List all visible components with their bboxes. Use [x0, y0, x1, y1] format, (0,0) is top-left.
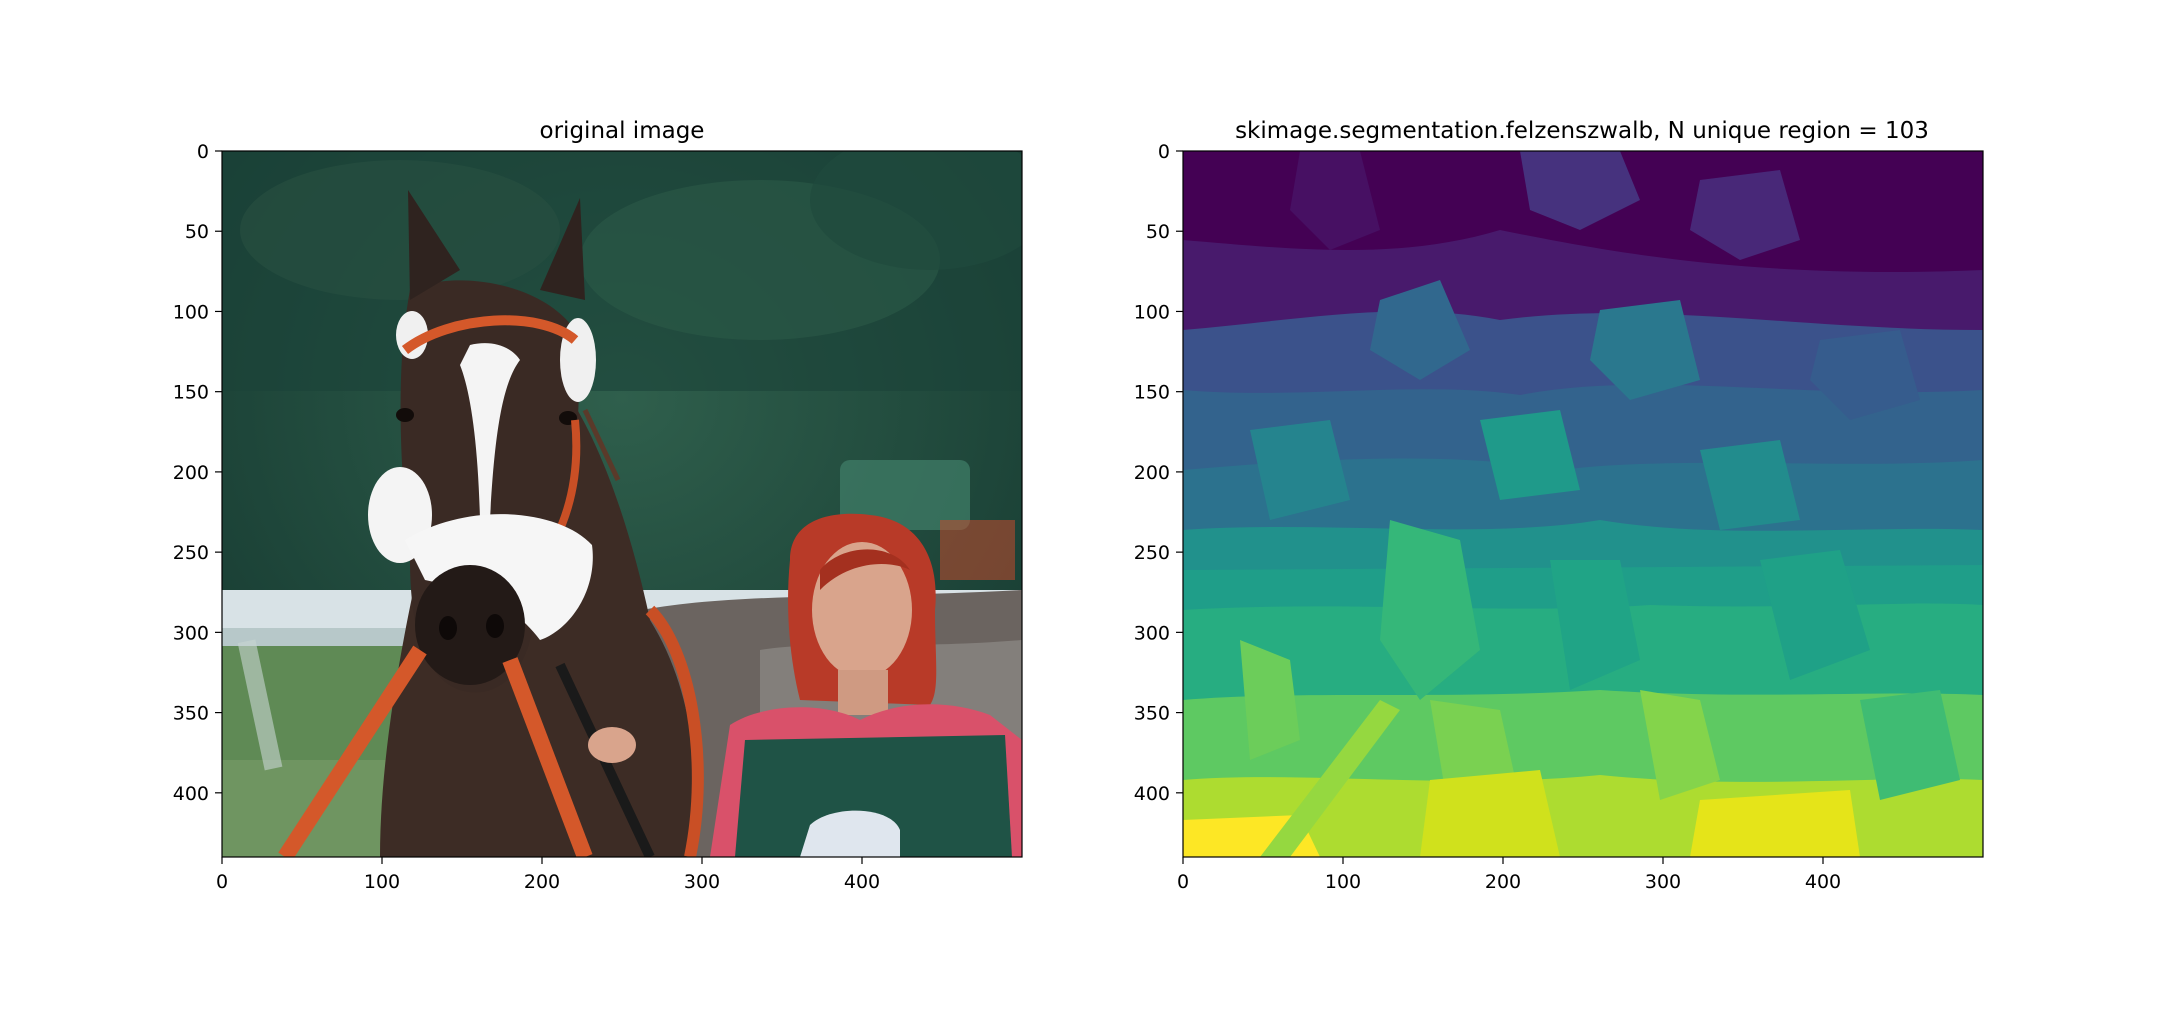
y-tick-label: 0: [197, 141, 209, 163]
x-tick-label: 0: [216, 871, 228, 893]
y-tick-label: 300: [173, 622, 209, 644]
y-tick-label: 300: [1134, 622, 1170, 644]
x-tick-label: 200: [524, 871, 560, 893]
segmentation-title: skimage.segmentation.felzenszwalb, N uni…: [1235, 118, 1929, 144]
axes-frame: [1182, 150, 1984, 858]
y-tick-label: 250: [173, 542, 209, 564]
y-tick-label: 50: [1146, 221, 1170, 243]
x-tick-label: 200: [1485, 871, 1521, 893]
x-tick-label: 300: [1645, 871, 1681, 893]
y-tick-label: 400: [1134, 783, 1170, 805]
right-axes: 0 100 200 300 400 0 50 100 150 200 250 300 350 400: [1134, 141, 1984, 893]
x-tick-label: 400: [1805, 871, 1841, 893]
left-axes: 0 100 200 300 400 0 50 100 150 200 250 300 350 400: [173, 141, 1023, 893]
y-tick-label: 350: [1134, 703, 1170, 725]
y-tick-label: 200: [173, 462, 209, 484]
y-tick-label: 50: [185, 221, 209, 243]
horse-photo: [222, 151, 1022, 857]
x-tick-label: 400: [844, 871, 880, 893]
y-tick-label: 0: [1158, 141, 1170, 163]
y-tick-label: 150: [173, 382, 209, 404]
axes-frame: [221, 150, 1023, 858]
x-tick-label: 300: [684, 871, 720, 893]
y-tick-label: 150: [1134, 382, 1170, 404]
y-tick-label: 400: [173, 783, 209, 805]
y-tick-label: 350: [173, 703, 209, 725]
y-tick-label: 100: [173, 301, 209, 323]
x-tick-label: 0: [1177, 871, 1189, 893]
y-tick-label: 200: [1134, 462, 1170, 484]
segmentation-panel: skimage.segmentation.felzenszwalb, N uni…: [1134, 118, 1984, 893]
original-image-panel: original image: [173, 118, 1023, 893]
y-tick-label: 250: [1134, 542, 1170, 564]
segmentation-image: [1183, 151, 1983, 857]
x-tick-label: 100: [364, 871, 400, 893]
x-tick-label: 100: [1325, 871, 1361, 893]
original-image-title: original image: [540, 118, 705, 144]
y-tick-label: 100: [1134, 301, 1170, 323]
